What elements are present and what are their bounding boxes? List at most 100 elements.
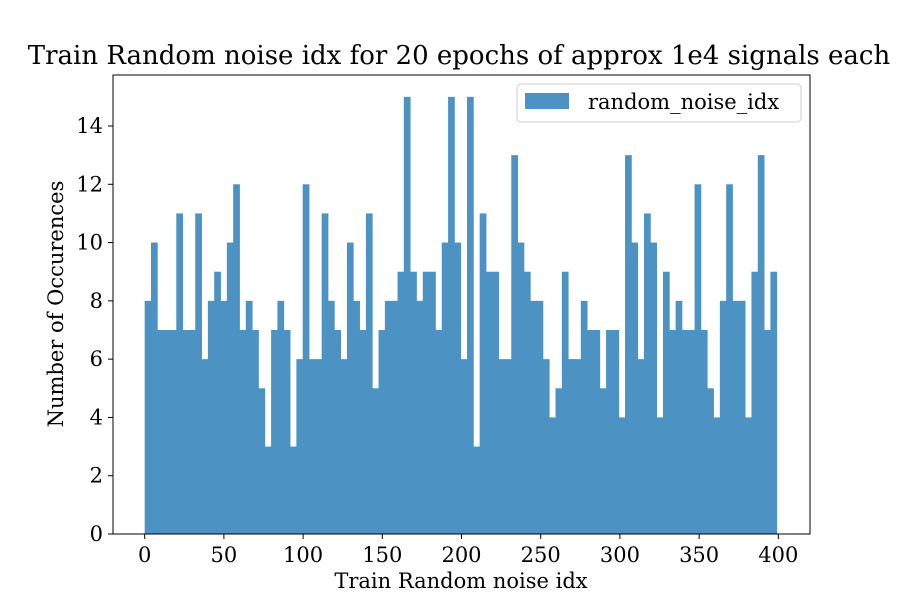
histogram-bar	[523, 271, 531, 534]
histogram-bar	[365, 213, 373, 534]
x-tick-label: 350	[679, 543, 719, 567]
x-axis-label: Train Random noise idx	[334, 569, 587, 593]
x-tick-label: 300	[600, 543, 640, 567]
chart-title: Train Random noise idx for 20 epochs of …	[28, 41, 891, 71]
histogram-bar	[650, 242, 658, 535]
histogram-bar	[182, 330, 190, 534]
histogram-bar	[738, 300, 746, 534]
histogram-bar	[511, 155, 518, 534]
histogram-bar	[176, 213, 184, 534]
y-axis-label: Number of Occurences	[44, 181, 68, 428]
histogram-bar	[429, 271, 436, 534]
histogram-bar	[460, 359, 468, 534]
histogram-bar	[290, 446, 297, 534]
histogram-bar	[207, 300, 215, 534]
histogram-bar	[656, 417, 664, 534]
histogram-bar	[713, 417, 721, 534]
histogram-bar	[618, 417, 626, 534]
histogram-bar	[593, 330, 601, 534]
histogram-bar	[334, 330, 342, 534]
histogram-bar	[644, 213, 651, 534]
histogram-bar	[258, 388, 266, 534]
histogram-bar	[454, 242, 462, 535]
histogram-bar	[732, 300, 740, 534]
histogram-bar	[599, 388, 607, 534]
y-tick-label: 4	[90, 405, 103, 429]
histogram-bar	[479, 213, 487, 534]
histogram-bar	[309, 359, 316, 534]
histogram-bar	[441, 242, 449, 535]
y-tick-label: 2	[90, 464, 103, 488]
histogram-bar	[188, 330, 196, 534]
axes-group: 0 50 100 150 200 250 300 350 400 0 2 4 6 8 10 12 14	[76, 74, 811, 567]
histogram-bar	[467, 96, 474, 534]
histogram-bar	[410, 271, 417, 534]
histogram-bar	[359, 330, 367, 534]
histogram-bar	[403, 96, 411, 534]
histogram-bar	[302, 184, 310, 535]
histogram-bar	[169, 330, 177, 534]
histogram-bar	[662, 271, 670, 534]
histogram-bar	[151, 242, 158, 535]
histogram-bar	[707, 388, 714, 534]
histogram-bar	[688, 330, 695, 534]
histogram-bar	[751, 271, 759, 534]
y-tick-label: 12	[76, 172, 103, 196]
histogram-bar	[346, 242, 354, 535]
histogram-bar	[770, 271, 778, 534]
histogram-bar	[233, 184, 240, 535]
histogram-bar	[245, 300, 253, 534]
histogram-bar	[201, 359, 209, 534]
histogram-bar	[700, 330, 708, 534]
histogram-bar	[195, 213, 202, 534]
histogram-bar	[296, 359, 304, 534]
histogram-bar	[283, 330, 291, 534]
histogram-bar	[606, 330, 613, 534]
histogram-bar	[561, 271, 569, 534]
histogram-bar	[327, 300, 335, 534]
histogram-bar	[416, 300, 424, 534]
histogram-bar	[681, 330, 689, 534]
histogram-bar	[378, 330, 386, 534]
histogram-bar	[542, 359, 550, 534]
y-tick-label: 0	[90, 522, 103, 546]
histogram-bar	[473, 446, 481, 534]
histogram-bar	[504, 359, 512, 534]
histogram-bar	[372, 388, 379, 534]
legend-swatch	[525, 93, 569, 109]
histogram-bar	[574, 359, 582, 534]
y-tick-label: 10	[76, 231, 103, 255]
legend-label: random_noise_idx	[588, 90, 779, 114]
x-tick-label: 400	[758, 543, 798, 567]
histogram-bar	[625, 155, 632, 534]
histogram-bar	[252, 330, 259, 534]
x-tick-label: 100	[283, 543, 323, 567]
x-tick-label: 50	[211, 543, 238, 567]
histogram-bar	[157, 330, 165, 534]
histogram-bar	[580, 300, 588, 534]
histogram-bar	[214, 271, 221, 534]
y-tick-label: 8	[90, 289, 103, 313]
histogram-bar	[448, 96, 455, 534]
histogram-bar	[277, 300, 285, 534]
y-tick-label: 6	[90, 347, 103, 371]
histogram-bar	[757, 155, 765, 534]
histogram-bar	[397, 271, 405, 534]
histogram-bar	[637, 359, 645, 534]
histogram-bar	[340, 359, 348, 534]
histogram-bar	[264, 446, 272, 534]
histogram-bar	[568, 359, 575, 534]
x-tick-label: 150	[362, 543, 402, 567]
histogram-bar	[353, 300, 360, 534]
histogram-bar	[435, 330, 443, 534]
histogram-bar	[587, 330, 594, 534]
histogram-bar	[144, 300, 152, 534]
histogram-bar	[220, 300, 228, 534]
histogram-bar	[530, 300, 537, 534]
histogram-bar	[384, 300, 392, 534]
histogram-bar	[321, 213, 329, 534]
histogram-bar	[422, 271, 430, 534]
histogram-bar	[226, 242, 234, 535]
histogram-bar	[271, 330, 278, 534]
